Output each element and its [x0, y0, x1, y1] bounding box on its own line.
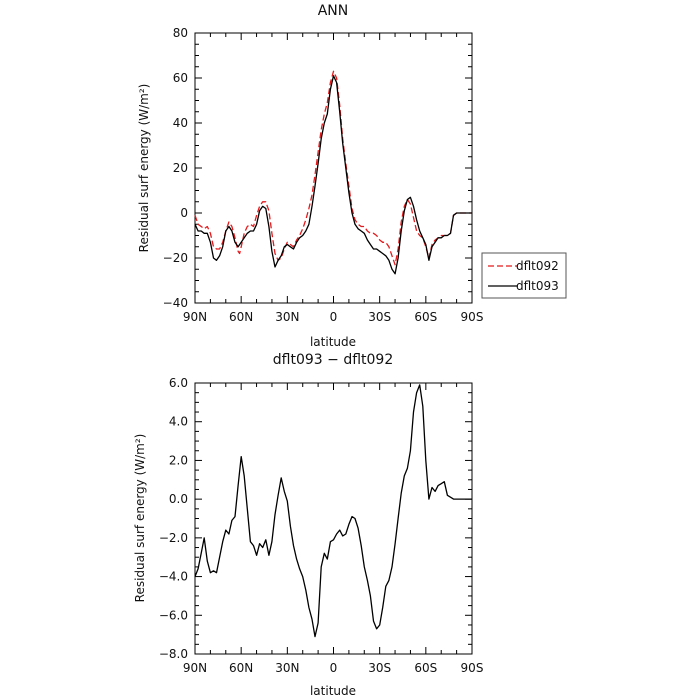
legend: dflt092 dflt093 — [481, 252, 567, 299]
x-tick-label: 0 — [330, 310, 338, 324]
x-tick-label: 90S — [461, 661, 484, 675]
x-tick-label: 30S — [368, 310, 391, 324]
y-tick-label: 4.0 — [169, 415, 188, 429]
y-axis-title: Residual surf energy (W/m²) — [137, 84, 151, 253]
series-line-dflt093 — [194, 75, 472, 275]
y-tick-label: 60 — [173, 71, 188, 85]
series-line-dflt092 — [194, 70, 472, 266]
y-tick-label: 80 — [173, 26, 188, 40]
x-tick-label: 30S — [368, 661, 391, 675]
chart-title: ANN — [318, 3, 349, 19]
y-tick-label: 40 — [173, 116, 188, 130]
x-tick-label: 30N — [275, 661, 299, 675]
y-tick-label: 6.0 — [169, 376, 188, 390]
chart-title: dflt093 − dflt092 — [273, 352, 393, 368]
x-tick-label: 30N — [275, 310, 299, 324]
chart-ann: ANN 90N 60N 30N 0 30S 60S 90S −40 −20 0 20 40 60 80 l… — [137, 3, 567, 349]
chart-difference: dflt093 − dflt092 90N 60N 30N 0 30S 60S 90S −8.… — [133, 352, 483, 698]
legend-box — [481, 252, 567, 299]
x-axis-title: latitude — [310, 684, 356, 698]
y-tick-label: −20 — [163, 251, 188, 265]
y-tick-label: 20 — [173, 161, 188, 175]
series-line-series-0 — [194, 384, 472, 638]
y-tick-label: −6.0 — [159, 608, 188, 622]
y-tick-label: 0.0 — [169, 492, 188, 506]
x-tick-label: 0 — [330, 661, 338, 675]
x-axis-title: latitude — [310, 335, 356, 349]
plot-frame — [194, 382, 473, 655]
x-tick-label: 60S — [414, 661, 437, 675]
x-tick-label: 60N — [229, 661, 253, 675]
plot-area: 90N 60N 30N 0 30S 60S 90S −8.0 −6.0 −4.0 −2.0 0.0 2.… — [159, 376, 484, 675]
x-tick-label: 60N — [229, 310, 253, 324]
y-tick-label: −2.0 — [159, 531, 188, 545]
y-tick-label: 2.0 — [169, 453, 188, 467]
x-tick-label: 90N — [183, 661, 207, 675]
y-axis-title: Residual surf energy (W/m²) — [133, 434, 147, 603]
legend-label: dflt092 — [516, 259, 559, 273]
plot-area: 90N 60N 30N 0 30S 60S 90S −40 −20 0 20 40 60 80 — [163, 26, 484, 324]
x-tick-label: 90S — [461, 310, 484, 324]
y-tick-label: −40 — [163, 296, 188, 310]
y-tick-label: −4.0 — [159, 570, 188, 584]
legend-label: dflt093 — [516, 279, 559, 293]
y-tick-label: 0 — [180, 206, 188, 220]
x-tick-label: 60S — [414, 310, 437, 324]
x-tick-label: 90N — [183, 310, 207, 324]
y-tick-label: −8.0 — [159, 647, 188, 661]
